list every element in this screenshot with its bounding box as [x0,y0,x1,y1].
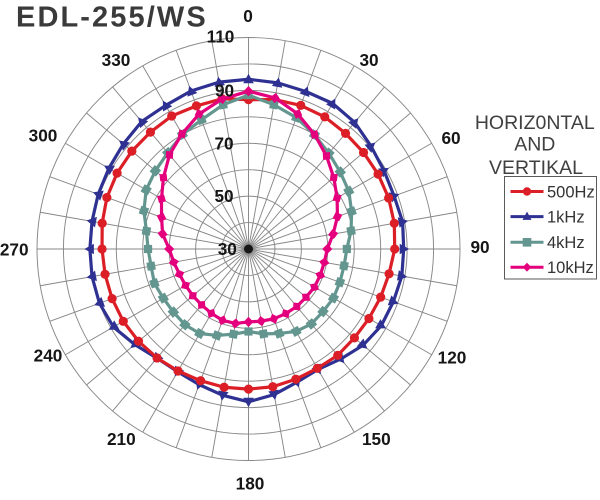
svg-text:60: 60 [441,128,460,148]
svg-text:90: 90 [470,237,489,257]
svg-text:110: 110 [207,27,235,47]
svg-text:330: 330 [102,50,131,70]
svg-text:500Hz: 500Hz [547,183,595,201]
svg-text:240: 240 [34,346,63,366]
svg-text:270: 270 [0,240,29,260]
svg-text:120: 120 [438,348,467,368]
svg-text:HORIZ0NTAL: HORIZ0NTAL [475,112,595,134]
svg-text:50: 50 [214,186,233,206]
svg-text:300: 300 [29,126,58,146]
svg-text:EDL-255/WS: EDL-255/WS [16,2,208,34]
svg-text:70: 70 [214,134,233,154]
svg-text:90: 90 [215,81,234,101]
svg-text:150: 150 [362,429,391,449]
svg-text:30: 30 [359,50,378,70]
svg-text:30: 30 [218,239,237,259]
svg-text:VERTIKAL: VERTIKAL [489,157,583,179]
svg-text:210: 210 [107,429,136,449]
svg-text:0: 0 [243,6,253,26]
svg-text:1kHz: 1kHz [547,208,585,226]
svg-text:AND: AND [514,134,555,156]
svg-text:4kHz: 4kHz [547,234,585,252]
svg-text:180: 180 [236,474,265,494]
svg-text:10kHz: 10kHz [547,259,594,277]
